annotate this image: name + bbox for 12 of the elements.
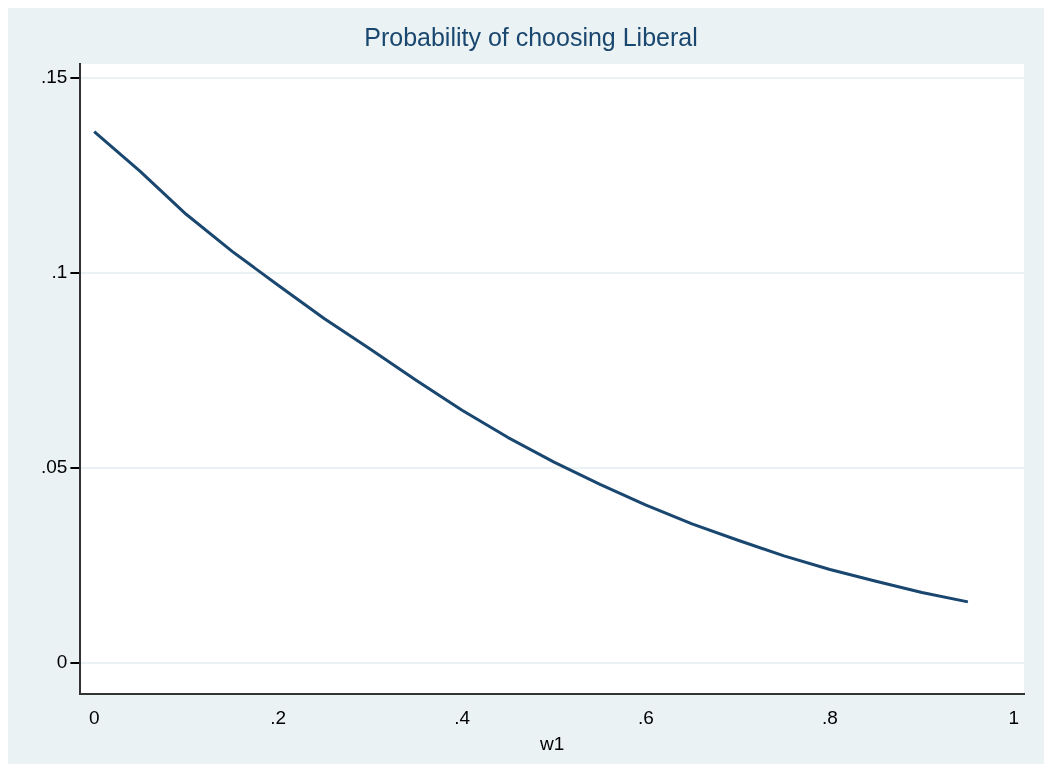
x-tick-label: 1 — [1008, 707, 1020, 729]
x-axis-title: w1 — [539, 732, 565, 754]
x-tick-label: 0 — [88, 707, 100, 729]
y-tick-label: 0 — [56, 651, 68, 673]
x-tick-label: .4 — [454, 707, 471, 729]
y-tick-label: .1 — [51, 261, 68, 283]
x-tick-label: .6 — [638, 707, 654, 729]
x-tick-label: .8 — [822, 707, 838, 729]
chart-title: Probability of choosing Liberal — [364, 22, 698, 51]
y-tick-label: .15 — [40, 65, 68, 87]
y-tick-label: .05 — [40, 456, 68, 478]
x-tick-label: .2 — [270, 707, 287, 729]
